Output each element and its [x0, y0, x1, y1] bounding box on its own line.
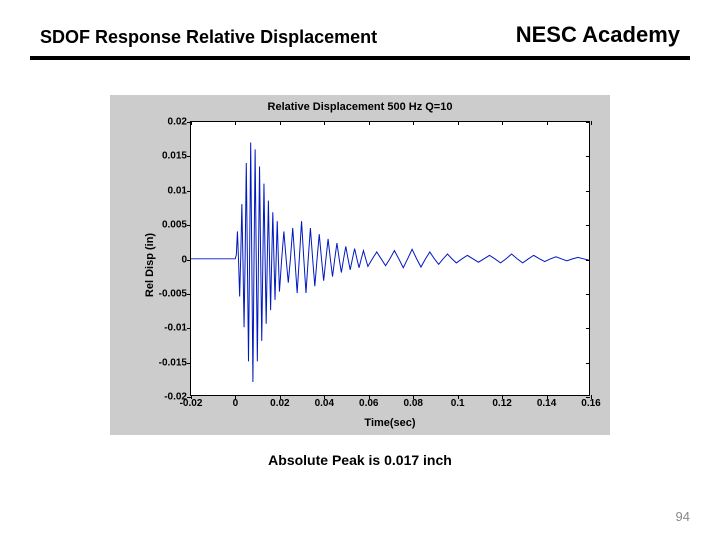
y-axis-label: Rel Disp (in)	[144, 233, 156, 297]
x-axis-label: Time(sec)	[190, 417, 590, 429]
x-tick-mark	[191, 121, 192, 125]
page-number: 94	[676, 509, 690, 524]
header-rule	[30, 56, 690, 60]
x-tick-mark	[235, 395, 236, 399]
caption: Absolute Peak is 0.017 inch	[0, 452, 720, 468]
y-tick-mark	[586, 363, 590, 364]
y-tick-mark	[187, 294, 191, 295]
y-tick-mark	[586, 328, 590, 329]
y-tick-mark	[586, 156, 590, 157]
y-tick-mark	[586, 225, 590, 226]
x-tick-mark	[547, 395, 548, 399]
y-tick-mark	[187, 191, 191, 192]
x-tick-mark	[191, 395, 192, 399]
x-tick-mark	[458, 395, 459, 399]
x-tick-mark	[591, 121, 592, 125]
x-tick-mark	[547, 121, 548, 125]
x-tick-mark	[413, 395, 414, 399]
x-tick-mark	[324, 121, 325, 125]
x-tick-mark	[458, 121, 459, 125]
y-tick-mark	[586, 122, 590, 123]
title-right: NESC Academy	[516, 22, 680, 48]
x-tick-mark	[502, 395, 503, 399]
y-tick-mark	[187, 156, 191, 157]
x-tick-mark	[591, 395, 592, 399]
slide: SDOF Response Relative Displacement NESC…	[0, 0, 720, 540]
y-tick-mark	[586, 260, 590, 261]
chart-title: Relative Displacement 500 Hz Q=10	[110, 101, 610, 113]
x-tick-mark	[235, 121, 236, 125]
x-tick-mark	[369, 395, 370, 399]
y-tick-mark	[187, 225, 191, 226]
chart-panel: Relative Displacement 500 Hz Q=10 Rel Di…	[110, 95, 610, 435]
x-tick-mark	[502, 121, 503, 125]
y-tick-mark	[586, 191, 590, 192]
y-tick-mark	[187, 328, 191, 329]
x-tick-mark	[324, 395, 325, 399]
y-tick-mark	[187, 260, 191, 261]
plot-area: -0.02-0.015-0.01-0.00500.0050.010.0150.0…	[190, 121, 590, 396]
x-tick-mark	[369, 121, 370, 125]
x-tick-mark	[280, 395, 281, 399]
x-tick-mark	[280, 121, 281, 125]
slide-header: SDOF Response Relative Displacement NESC…	[40, 22, 680, 48]
line-series	[191, 122, 589, 396]
series-line	[191, 143, 589, 382]
y-tick-mark	[187, 363, 191, 364]
y-tick-mark	[586, 294, 590, 295]
x-tick-mark	[413, 121, 414, 125]
title-left: SDOF Response Relative Displacement	[40, 27, 377, 48]
